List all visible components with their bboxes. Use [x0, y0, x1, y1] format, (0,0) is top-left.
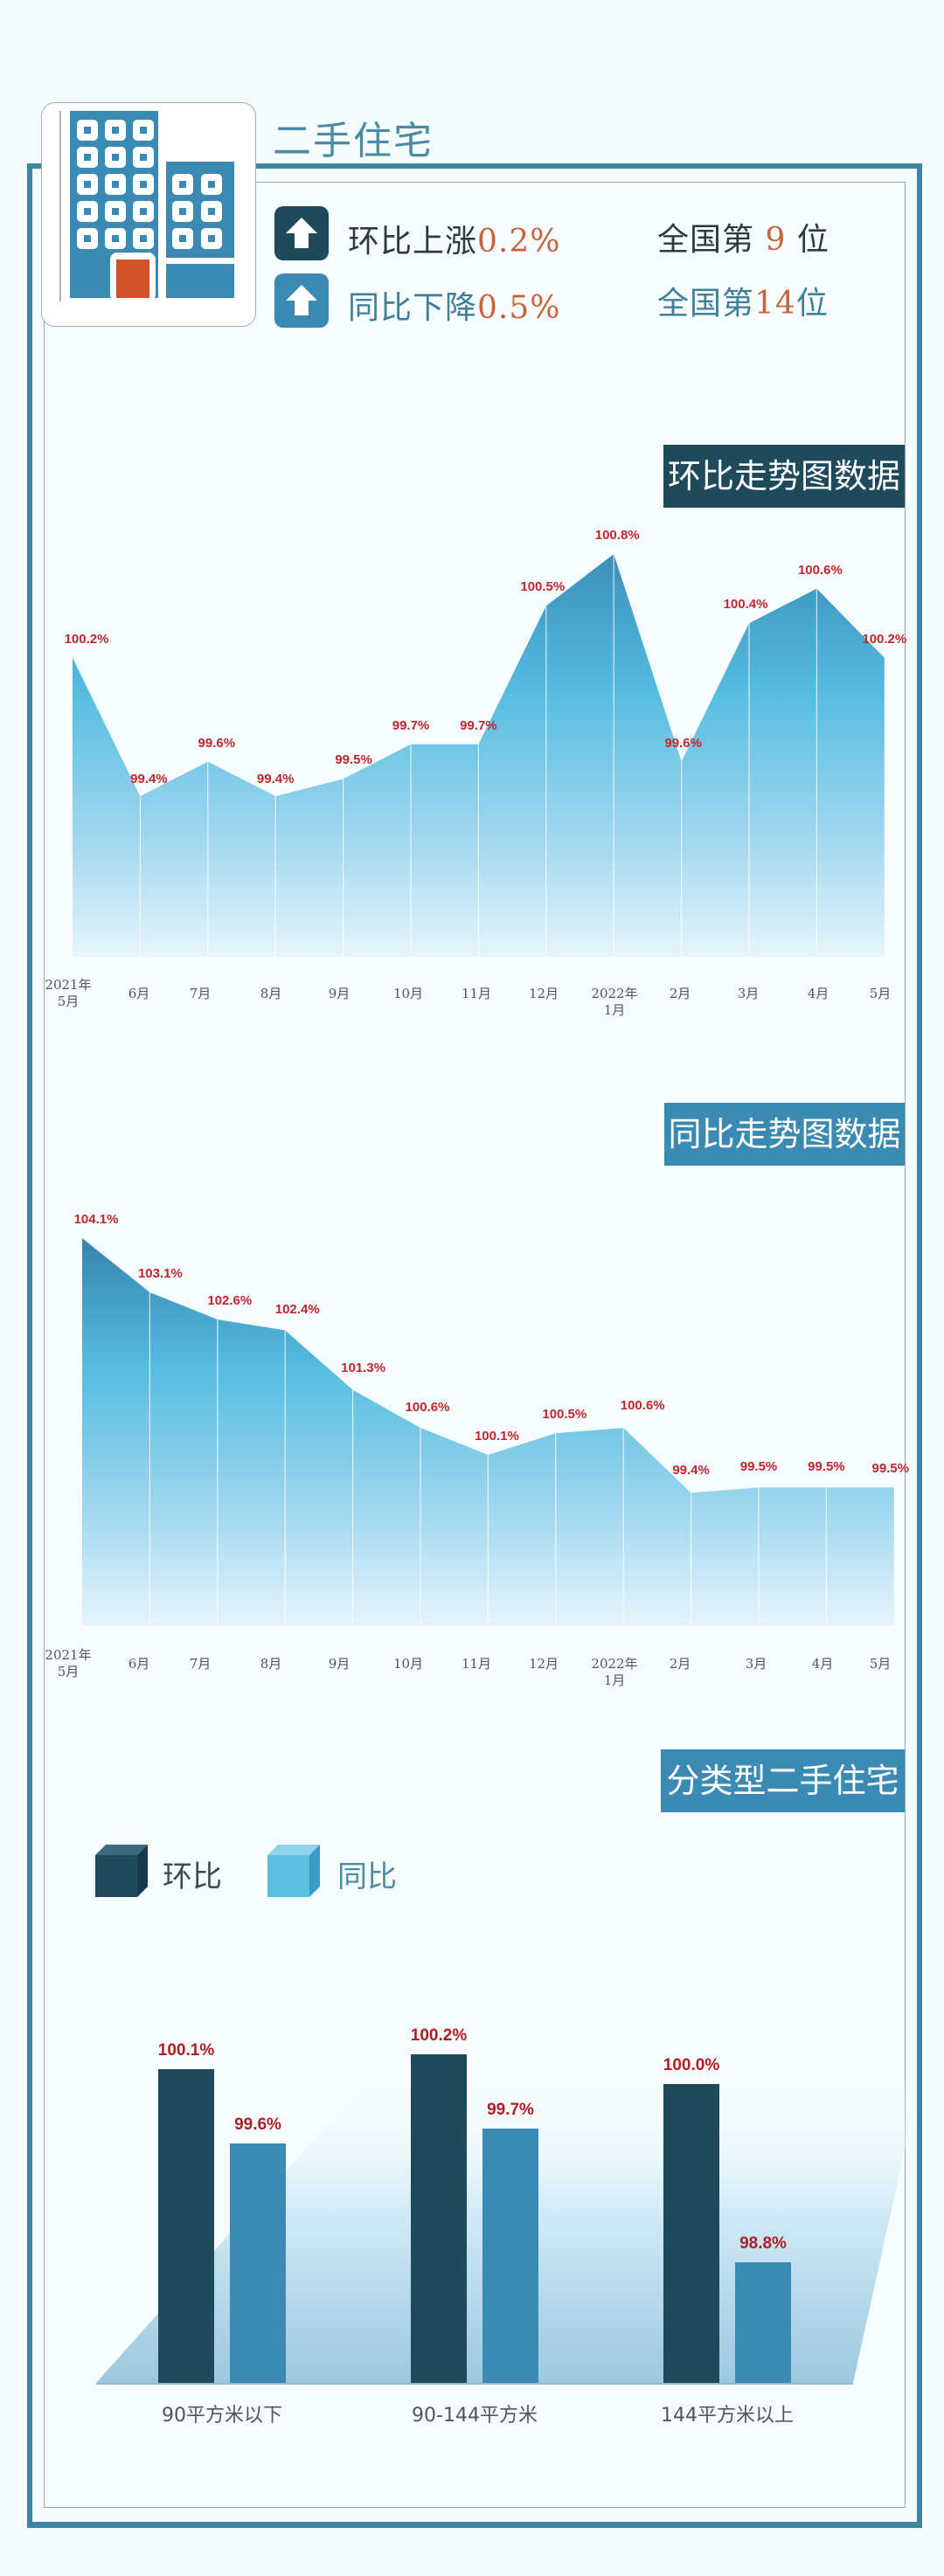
x-axis-label: 12月 [528, 1656, 559, 1672]
data-label: 99.6% [198, 735, 236, 751]
data-label: 100.8% [594, 528, 640, 543]
x-axis-label: 5月 [869, 1656, 892, 1672]
data-label: 103.1% [137, 1266, 183, 1281]
data-label: 99.5% [739, 1459, 778, 1475]
x-axis-label: 2021年 5月 [45, 977, 92, 1009]
mom-rank-value: 9 [754, 222, 797, 258]
bar [735, 2262, 791, 2383]
x-axis-label: 9月 [328, 1656, 351, 1672]
data-label: 100.5% [520, 579, 566, 595]
x-axis-label: 2022年 1月 [591, 1656, 638, 1688]
bar-value-label: 100.0% [663, 2056, 720, 2074]
data-label: 100.6% [620, 1398, 665, 1413]
x-axis-label: 12月 [528, 986, 559, 1001]
bar-value-label: 99.6% [234, 2116, 281, 2134]
x-axis-label: 6月 [128, 986, 150, 1001]
bar [230, 2143, 286, 2383]
building-icon [59, 111, 234, 301]
bar [663, 2084, 719, 2383]
yoy-rank-value: 14 [754, 286, 796, 322]
x-axis-label: 2月 [669, 986, 691, 1001]
bar [411, 2054, 467, 2383]
data-label: 100.6% [797, 562, 843, 578]
data-label: 99.4% [130, 772, 168, 787]
building-icon-card [41, 102, 256, 327]
x-axis-label: 5月 [869, 986, 892, 1001]
mom-stat: 环比上涨0.2% [348, 225, 560, 260]
mom-stat-value: 0.2% [477, 224, 561, 260]
bar-value-label: 100.2% [410, 2026, 468, 2045]
data-label: 102.4% [274, 1302, 320, 1318]
x-axis-label: 7月 [189, 1656, 212, 1672]
data-label: 99.6% [664, 735, 702, 751]
bar-value-label: 99.7% [487, 2101, 534, 2119]
data-label: 100.2% [862, 631, 907, 647]
mom-area-chart: 100.2% 99.4% 99.6% 99.4% 99.5% 99.7% 99.7% 100.… [0, 0, 944, 1049]
data-label: 104.1% [73, 1212, 119, 1227]
x-axis-label: 10月 [392, 986, 424, 1001]
data-label: 100.6% [405, 1400, 450, 1415]
yoy-chart-title: 同比走势图数据 [664, 1103, 905, 1166]
outer-frame [27, 163, 922, 2528]
data-label: 99.5% [335, 752, 372, 768]
x-axis-label: 11月 [461, 986, 492, 1001]
category-label: 90-144平方米 [412, 2405, 538, 2427]
x-axis-label: 11月 [461, 1656, 492, 1672]
yoy-rank-prefix: 全国第 [657, 286, 755, 322]
category-label: 144平方米以上 [661, 2405, 794, 2427]
data-label: 101.3% [341, 1360, 386, 1375]
data-label: 100.5% [542, 1407, 587, 1423]
data-label: 100.4% [723, 597, 768, 613]
legend-cube-light-icon [267, 1845, 320, 1897]
x-axis-label: 7月 [189, 986, 212, 1001]
x-axis-label: 10月 [392, 1656, 424, 1672]
x-axis-label: 6月 [128, 1656, 150, 1672]
data-label: 99.7% [460, 717, 497, 733]
legend-yoy [267, 1845, 320, 1901]
section-title: 二手住宅 [273, 119, 434, 163]
x-axis-label: 8月 [260, 986, 282, 1001]
data-label: 102.6% [207, 1293, 253, 1308]
mom-rank: 全国第 9 位 [657, 223, 829, 258]
data-label: 99.5% [871, 1461, 910, 1477]
yoy-stat-label: 同比下降 [348, 290, 478, 326]
x-axis-label: 2022年 1月 [591, 986, 638, 1018]
x-axis-label: 2021年 5月 [45, 1647, 92, 1679]
x-axis-label: 8月 [260, 1656, 282, 1672]
x-axis-label: 3月 [745, 1656, 767, 1672]
bar-value-label: 98.8% [739, 2234, 787, 2253]
x-axis-label: 3月 [737, 986, 760, 1001]
category-chart-title: 分类型二手住宅 [661, 1749, 905, 1812]
bar [158, 2069, 214, 2383]
yoy-rank-suffix: 位 [795, 286, 829, 322]
mom-rank-suffix: 位 [796, 222, 829, 258]
legend-cube-dark-icon [95, 1845, 148, 1897]
yoy-stat-value: 0.5% [477, 290, 561, 326]
x-axis-label: 4月 [807, 986, 829, 1001]
data-label: 99.5% [808, 1459, 845, 1475]
yoy-stat: 同比下降0.5% [348, 291, 560, 326]
mom-chart-title: 环比走势图数据 [663, 445, 905, 508]
category-label: 90平方米以下 [162, 2405, 282, 2427]
x-axis-label: 2月 [669, 1656, 691, 1672]
data-label: 99.4% [256, 772, 295, 787]
yoy-rank: 全国第14位 [657, 287, 829, 322]
data-label: 100.1% [474, 1429, 519, 1444]
yoy-area-chart: 104.1% 103.1% 102.6% 102.4% 101.3% 100.6% 100.… [45, 1212, 910, 1688]
data-label: 100.2% [64, 631, 109, 647]
data-label: 99.4% [672, 1463, 710, 1478]
yoy-arrow-icon [274, 274, 329, 328]
mom-arrow-icon [274, 206, 329, 260]
data-label: 99.7% [392, 717, 430, 733]
bar-value-label: 100.1% [157, 2041, 215, 2060]
legend-mom-label: 环比 [163, 1859, 222, 1894]
bar [482, 2129, 538, 2383]
mom-rank-prefix: 全国第 [657, 222, 755, 258]
x-axis-label: 9月 [328, 986, 351, 1001]
legend-yoy-label: 同比 [337, 1859, 397, 1894]
mom-stat-label: 环比上涨 [348, 224, 478, 260]
legend-mom [95, 1845, 148, 1901]
x-axis-label: 4月 [811, 1656, 834, 1672]
